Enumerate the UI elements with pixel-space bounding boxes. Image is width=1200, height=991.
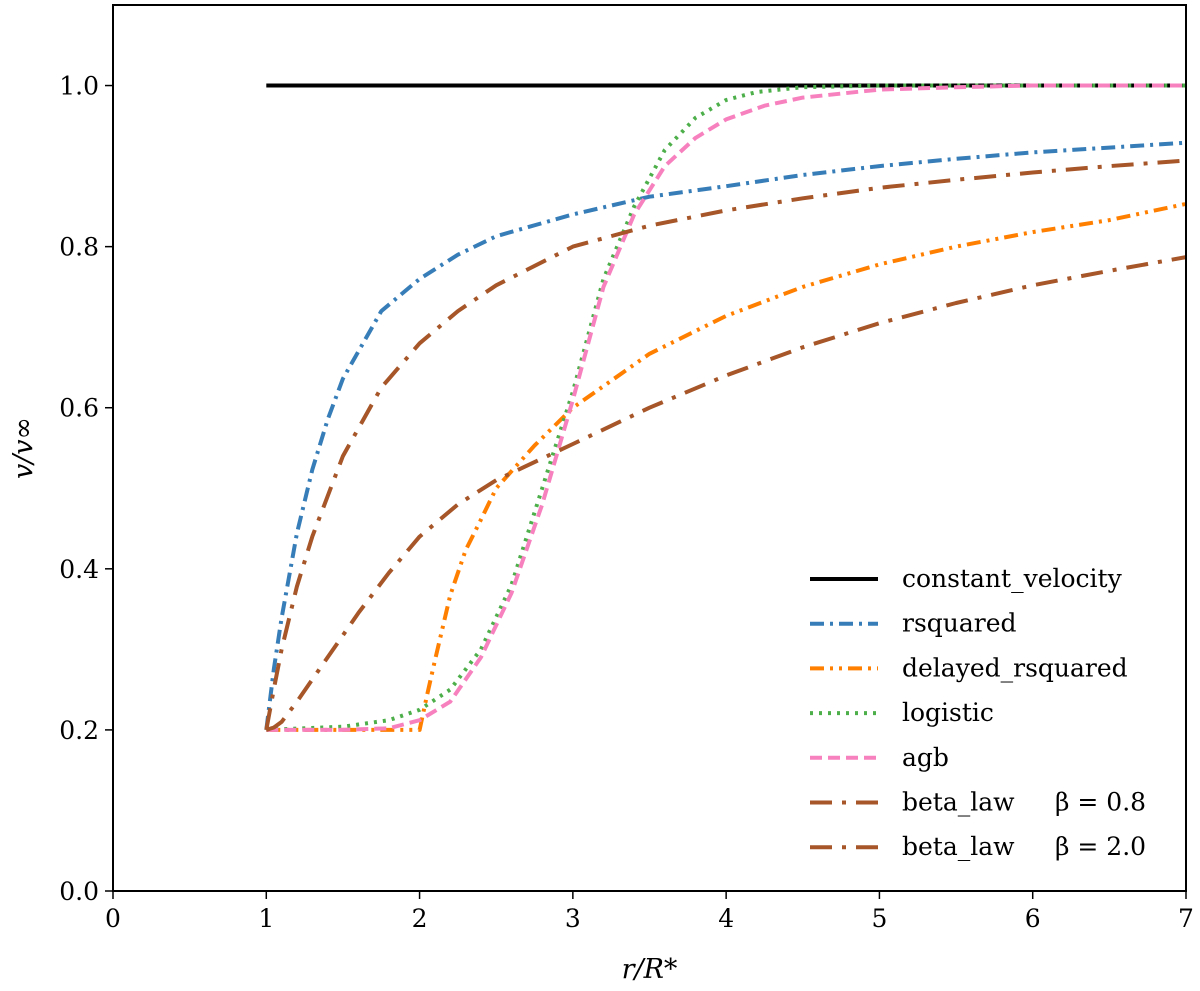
y-tick-label-1: 0.2 (59, 716, 99, 745)
x-tick-label-2: 2 (412, 904, 428, 933)
legend-label-2: delayed_rsquared (902, 653, 1128, 682)
legend-label-0: constant_velocity (902, 564, 1123, 593)
x-tick-label-4: 4 (718, 904, 734, 933)
series-line-6 (265, 255, 1187, 732)
legend-label-1: rsquared (902, 609, 1017, 638)
x-tick-label-0: 0 (105, 904, 121, 933)
x-tick-label-3: 3 (565, 904, 581, 933)
series-line-2 (266, 201, 1187, 732)
x-tick-label-1: 1 (258, 904, 274, 933)
legend-label-4: agb (902, 743, 949, 772)
ticks-layer: 0 1 2 3 4 5 6 7 0.0 0.2 0.4 0.6 0.8 1.0 (59, 72, 1194, 933)
y-tick-label-3: 0.6 (59, 394, 99, 423)
legend-label-3: logistic (902, 698, 994, 727)
legend-label-6: beta_law (902, 832, 1015, 861)
axes-frame (112, 4, 1187, 892)
series-layer (264, 83, 1187, 732)
legend-label-5: beta_law (902, 788, 1015, 817)
x-tick-label-5: 5 (871, 904, 887, 933)
series-line-3 (266, 83, 1186, 732)
y-tick-label-2: 0.4 (59, 555, 99, 584)
legend-beta-5: β = 0.8 (1055, 788, 1146, 817)
x-tick-label-7: 7 (1178, 904, 1194, 933)
y-tick-label-4: 0.8 (59, 233, 99, 262)
series-line-4 (266, 83, 1186, 732)
x-tick-label-6: 6 (1025, 904, 1041, 933)
y-tick-label-5: 1.0 (59, 72, 99, 101)
x-axis-label: r/R* (622, 954, 678, 985)
series-line-5 (264, 158, 1187, 731)
series-line-1 (264, 140, 1187, 731)
y-tick-label-0: 0.0 (59, 877, 99, 906)
legend-beta-6: β = 2.0 (1055, 832, 1146, 861)
legend: constant_velocity rsquared delayed_rsquare… (810, 564, 1146, 861)
y-axis-label: v/v∞ (8, 417, 39, 479)
